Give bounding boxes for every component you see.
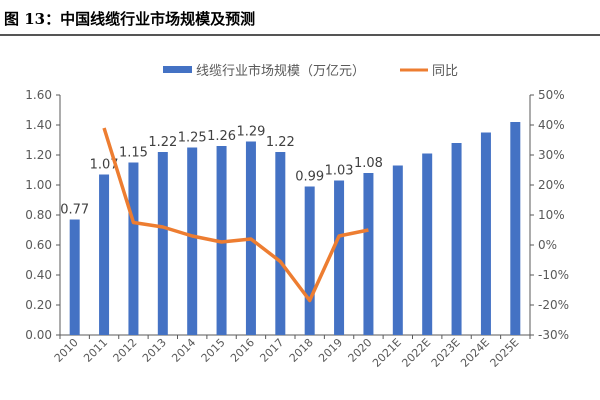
right-tick-label: -20% bbox=[538, 298, 569, 312]
x-tick-label: 2025E bbox=[488, 336, 522, 370]
right-tick-label: 0% bbox=[538, 238, 557, 252]
bar bbox=[422, 153, 433, 335]
x-tick-label: 2011 bbox=[81, 336, 110, 365]
legend-bar-label: 线缆行业市场规模（万亿元） bbox=[196, 63, 365, 79]
x-tick-label: 2010 bbox=[52, 336, 81, 365]
bar-data-label: 1.07 bbox=[90, 158, 119, 173]
left-tick-label: 0.00 bbox=[25, 328, 52, 342]
left-tick-label: 0.40 bbox=[25, 268, 52, 282]
x-tick-label: 2024E bbox=[458, 336, 492, 370]
bar bbox=[275, 152, 286, 335]
x-tick-label: 2021E bbox=[370, 336, 404, 370]
bar-data-label: 1.26 bbox=[207, 129, 236, 144]
x-tick-label: 2012 bbox=[111, 336, 140, 365]
bar-data-label: 1.15 bbox=[119, 146, 148, 161]
bar bbox=[451, 143, 462, 335]
bar-data-label: 1.29 bbox=[236, 125, 265, 140]
bar bbox=[304, 186, 315, 335]
bar bbox=[392, 165, 403, 335]
left-tick-label: 1.00 bbox=[25, 178, 52, 192]
x-tick-label: 2019 bbox=[316, 336, 345, 365]
bar bbox=[157, 152, 168, 335]
right-tick-label: 50% bbox=[538, 88, 565, 102]
x-tick-label: 2016 bbox=[228, 336, 257, 365]
x-tick-label: 2013 bbox=[140, 336, 169, 365]
yoy-line bbox=[102, 127, 369, 303]
right-tick-label: 10% bbox=[538, 208, 565, 222]
right-tick-label: 30% bbox=[538, 148, 565, 162]
bar bbox=[187, 147, 198, 335]
legend-bar-swatch bbox=[163, 66, 192, 73]
bar-data-label: 1.03 bbox=[325, 164, 354, 179]
bar bbox=[363, 173, 374, 335]
bar-data-label: 1.25 bbox=[178, 131, 207, 146]
bar-data-label: 0.99 bbox=[295, 170, 324, 185]
left-tick-label: 0.20 bbox=[25, 298, 52, 312]
bar bbox=[510, 122, 521, 335]
bar-data-label: 1.22 bbox=[266, 135, 295, 150]
title-rule bbox=[0, 34, 600, 36]
right-tick-label: -10% bbox=[538, 268, 569, 282]
x-tick-label: 2017 bbox=[257, 336, 286, 365]
legend-line-label: 同比 bbox=[432, 64, 458, 79]
bar bbox=[128, 162, 139, 335]
figure-title: 图 13：中国线缆行业市场规模及预测 bbox=[4, 10, 256, 28]
x-tick-label: 2015 bbox=[199, 336, 228, 365]
right-tick-label: -30% bbox=[538, 328, 569, 342]
left-tick-label: 1.20 bbox=[25, 148, 52, 162]
left-tick-label: 0.60 bbox=[25, 238, 52, 252]
left-tick-label: 0.80 bbox=[25, 208, 52, 222]
bar bbox=[334, 180, 345, 335]
x-tick-label: 2014 bbox=[169, 336, 198, 365]
bar bbox=[480, 132, 491, 335]
left-tick-label: 1.60 bbox=[25, 88, 52, 102]
bar-data-label: 1.08 bbox=[354, 156, 383, 171]
right-tick-label: 20% bbox=[538, 178, 565, 192]
bar-data-label: 0.77 bbox=[60, 203, 89, 218]
right-tick-label: 40% bbox=[538, 118, 565, 132]
bar bbox=[69, 219, 80, 335]
bar bbox=[99, 174, 110, 335]
bar-data-label: 1.22 bbox=[148, 135, 177, 150]
x-tick-label: 2018 bbox=[287, 336, 316, 365]
x-tick-label: 2023E bbox=[429, 336, 463, 370]
left-tick-label: 1.40 bbox=[25, 118, 52, 132]
x-tick-label: 2022E bbox=[399, 336, 433, 370]
